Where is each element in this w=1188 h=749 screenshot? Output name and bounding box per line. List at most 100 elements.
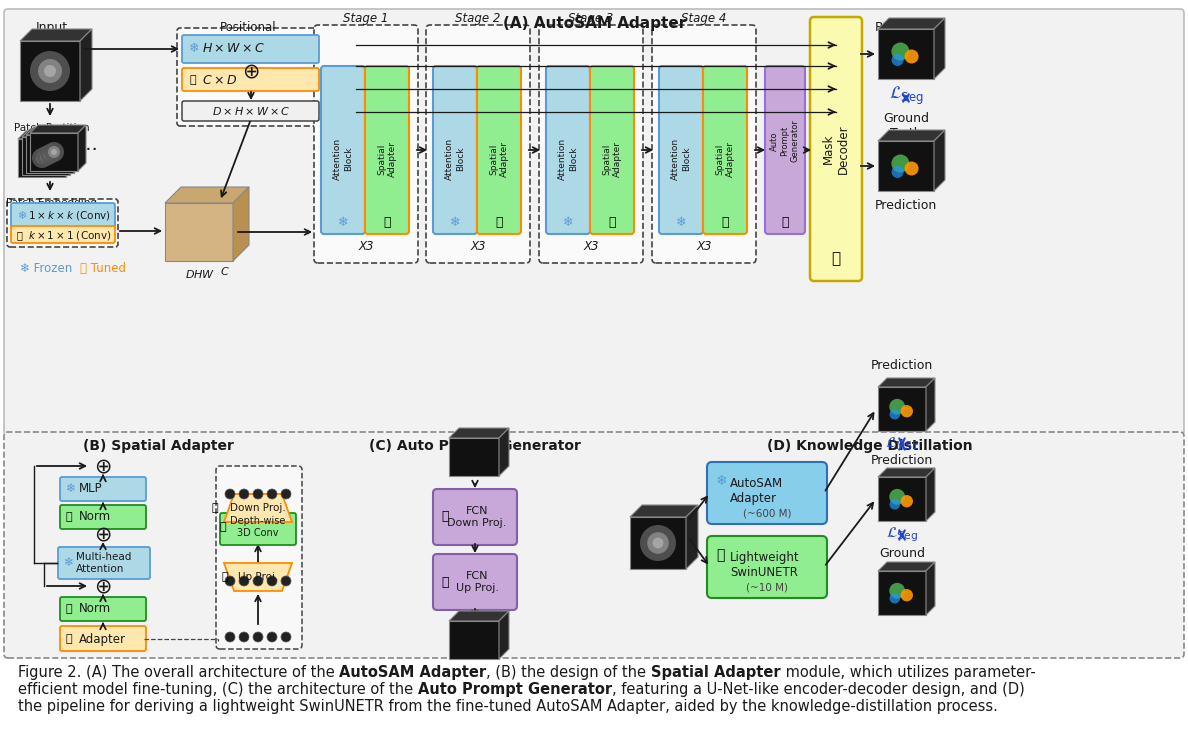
Circle shape bbox=[267, 576, 277, 586]
Text: module, which utilizes parameter-: module, which utilizes parameter- bbox=[781, 665, 1036, 680]
Text: Figure 2. (A) The overall architecture of the: Figure 2. (A) The overall architecture o… bbox=[18, 665, 340, 680]
Text: $D\times H\times W\times C$: $D\times H\times W\times C$ bbox=[211, 105, 290, 117]
Text: Multi-head
Attention: Multi-head Attention bbox=[76, 552, 132, 574]
Polygon shape bbox=[878, 29, 934, 79]
Text: Attention
Block: Attention Block bbox=[446, 138, 465, 180]
Text: Norm: Norm bbox=[78, 511, 112, 524]
Text: 🔥: 🔥 bbox=[67, 512, 72, 522]
Circle shape bbox=[267, 489, 277, 499]
Circle shape bbox=[48, 146, 61, 158]
Circle shape bbox=[239, 576, 249, 586]
Circle shape bbox=[652, 538, 663, 548]
Text: Up Proj.: Up Proj. bbox=[238, 572, 278, 582]
FancyBboxPatch shape bbox=[4, 9, 1184, 435]
Text: efficient model fine-tuning, (C) the architecture of the: efficient model fine-tuning, (C) the arc… bbox=[18, 682, 418, 697]
Text: Prediction: Prediction bbox=[874, 21, 937, 34]
Text: , (B) the design of the: , (B) the design of the bbox=[487, 665, 651, 680]
FancyBboxPatch shape bbox=[659, 66, 703, 234]
Text: Ground
Truth: Ground Truth bbox=[879, 547, 925, 575]
Circle shape bbox=[640, 525, 676, 561]
Circle shape bbox=[253, 632, 263, 642]
Text: Prediction: Prediction bbox=[871, 359, 933, 372]
Text: 🔥: 🔥 bbox=[67, 634, 72, 644]
FancyBboxPatch shape bbox=[652, 25, 756, 263]
Polygon shape bbox=[23, 137, 70, 175]
FancyBboxPatch shape bbox=[61, 597, 146, 621]
Text: $\mathcal{L}_\mathrm{Seg}$: $\mathcal{L}_\mathrm{Seg}$ bbox=[889, 85, 923, 107]
Polygon shape bbox=[233, 187, 249, 261]
Circle shape bbox=[904, 49, 918, 64]
FancyBboxPatch shape bbox=[703, 66, 747, 234]
Text: $H\times W\times C$: $H\times W\times C$ bbox=[202, 43, 265, 55]
FancyBboxPatch shape bbox=[11, 226, 115, 243]
FancyBboxPatch shape bbox=[810, 17, 862, 281]
Polygon shape bbox=[67, 131, 74, 177]
FancyBboxPatch shape bbox=[7, 199, 118, 247]
Polygon shape bbox=[30, 133, 78, 171]
Text: ❄: ❄ bbox=[337, 216, 348, 229]
Circle shape bbox=[48, 151, 53, 157]
Text: 🔥: 🔥 bbox=[67, 604, 72, 614]
Polygon shape bbox=[878, 477, 925, 521]
Polygon shape bbox=[878, 571, 925, 615]
Text: ❄: ❄ bbox=[450, 216, 460, 229]
Circle shape bbox=[44, 148, 56, 160]
Text: $DHW$: $DHW$ bbox=[185, 268, 215, 280]
Circle shape bbox=[30, 51, 70, 91]
Polygon shape bbox=[165, 187, 249, 203]
Text: AutoSAM Adapter: AutoSAM Adapter bbox=[340, 665, 487, 680]
FancyBboxPatch shape bbox=[426, 25, 530, 263]
FancyBboxPatch shape bbox=[707, 536, 827, 598]
FancyBboxPatch shape bbox=[314, 25, 418, 263]
Text: Norm: Norm bbox=[78, 602, 112, 616]
FancyBboxPatch shape bbox=[220, 513, 296, 545]
Text: ❄: ❄ bbox=[676, 216, 687, 229]
Polygon shape bbox=[225, 563, 292, 591]
Circle shape bbox=[43, 153, 49, 159]
Circle shape bbox=[40, 150, 52, 162]
Polygon shape bbox=[80, 29, 91, 101]
Polygon shape bbox=[925, 562, 935, 615]
Circle shape bbox=[901, 405, 912, 417]
Text: Input: Input bbox=[36, 21, 68, 34]
Polygon shape bbox=[934, 18, 944, 79]
Text: (B) Spatial Adapter: (B) Spatial Adapter bbox=[82, 439, 233, 453]
Text: Spatial
Adapter: Spatial Adapter bbox=[602, 141, 621, 177]
Circle shape bbox=[890, 489, 905, 505]
Text: Auto
Prompt
Generator: Auto Prompt Generator bbox=[770, 120, 800, 163]
Circle shape bbox=[892, 166, 904, 178]
FancyBboxPatch shape bbox=[182, 101, 320, 121]
Polygon shape bbox=[26, 127, 82, 135]
Text: ⊕: ⊕ bbox=[94, 524, 112, 544]
Circle shape bbox=[890, 399, 905, 415]
FancyBboxPatch shape bbox=[546, 66, 590, 234]
Circle shape bbox=[253, 576, 263, 586]
Polygon shape bbox=[23, 129, 78, 137]
Text: Attention
Block: Attention Block bbox=[334, 138, 353, 180]
Text: Lightweight
SwinUNETR: Lightweight SwinUNETR bbox=[729, 551, 800, 579]
Text: Spatial
Adapter: Spatial Adapter bbox=[489, 141, 508, 177]
Polygon shape bbox=[925, 468, 935, 521]
Text: (C) Auto Prompt Generator: (C) Auto Prompt Generator bbox=[369, 439, 581, 453]
Text: ❄: ❄ bbox=[17, 211, 26, 221]
Text: Positional
Embedding: Positional Embedding bbox=[215, 21, 282, 49]
Text: Ground
Truth: Ground Truth bbox=[883, 112, 929, 140]
Polygon shape bbox=[18, 131, 74, 139]
FancyBboxPatch shape bbox=[11, 203, 115, 228]
Text: X3: X3 bbox=[359, 240, 374, 253]
Circle shape bbox=[890, 593, 901, 604]
Text: Stage 2: Stage 2 bbox=[455, 12, 500, 25]
Circle shape bbox=[40, 144, 61, 164]
FancyBboxPatch shape bbox=[58, 547, 150, 579]
FancyBboxPatch shape bbox=[365, 66, 409, 234]
Text: 🔥: 🔥 bbox=[211, 503, 219, 513]
Text: Stage 4: Stage 4 bbox=[681, 12, 727, 25]
Polygon shape bbox=[18, 139, 67, 177]
FancyBboxPatch shape bbox=[182, 68, 320, 91]
Text: Prediction: Prediction bbox=[871, 454, 933, 467]
Text: 🔥: 🔥 bbox=[17, 230, 23, 240]
Polygon shape bbox=[449, 438, 499, 476]
Circle shape bbox=[901, 589, 912, 601]
Polygon shape bbox=[449, 611, 508, 621]
Text: Attention
Block: Attention Block bbox=[671, 138, 690, 180]
